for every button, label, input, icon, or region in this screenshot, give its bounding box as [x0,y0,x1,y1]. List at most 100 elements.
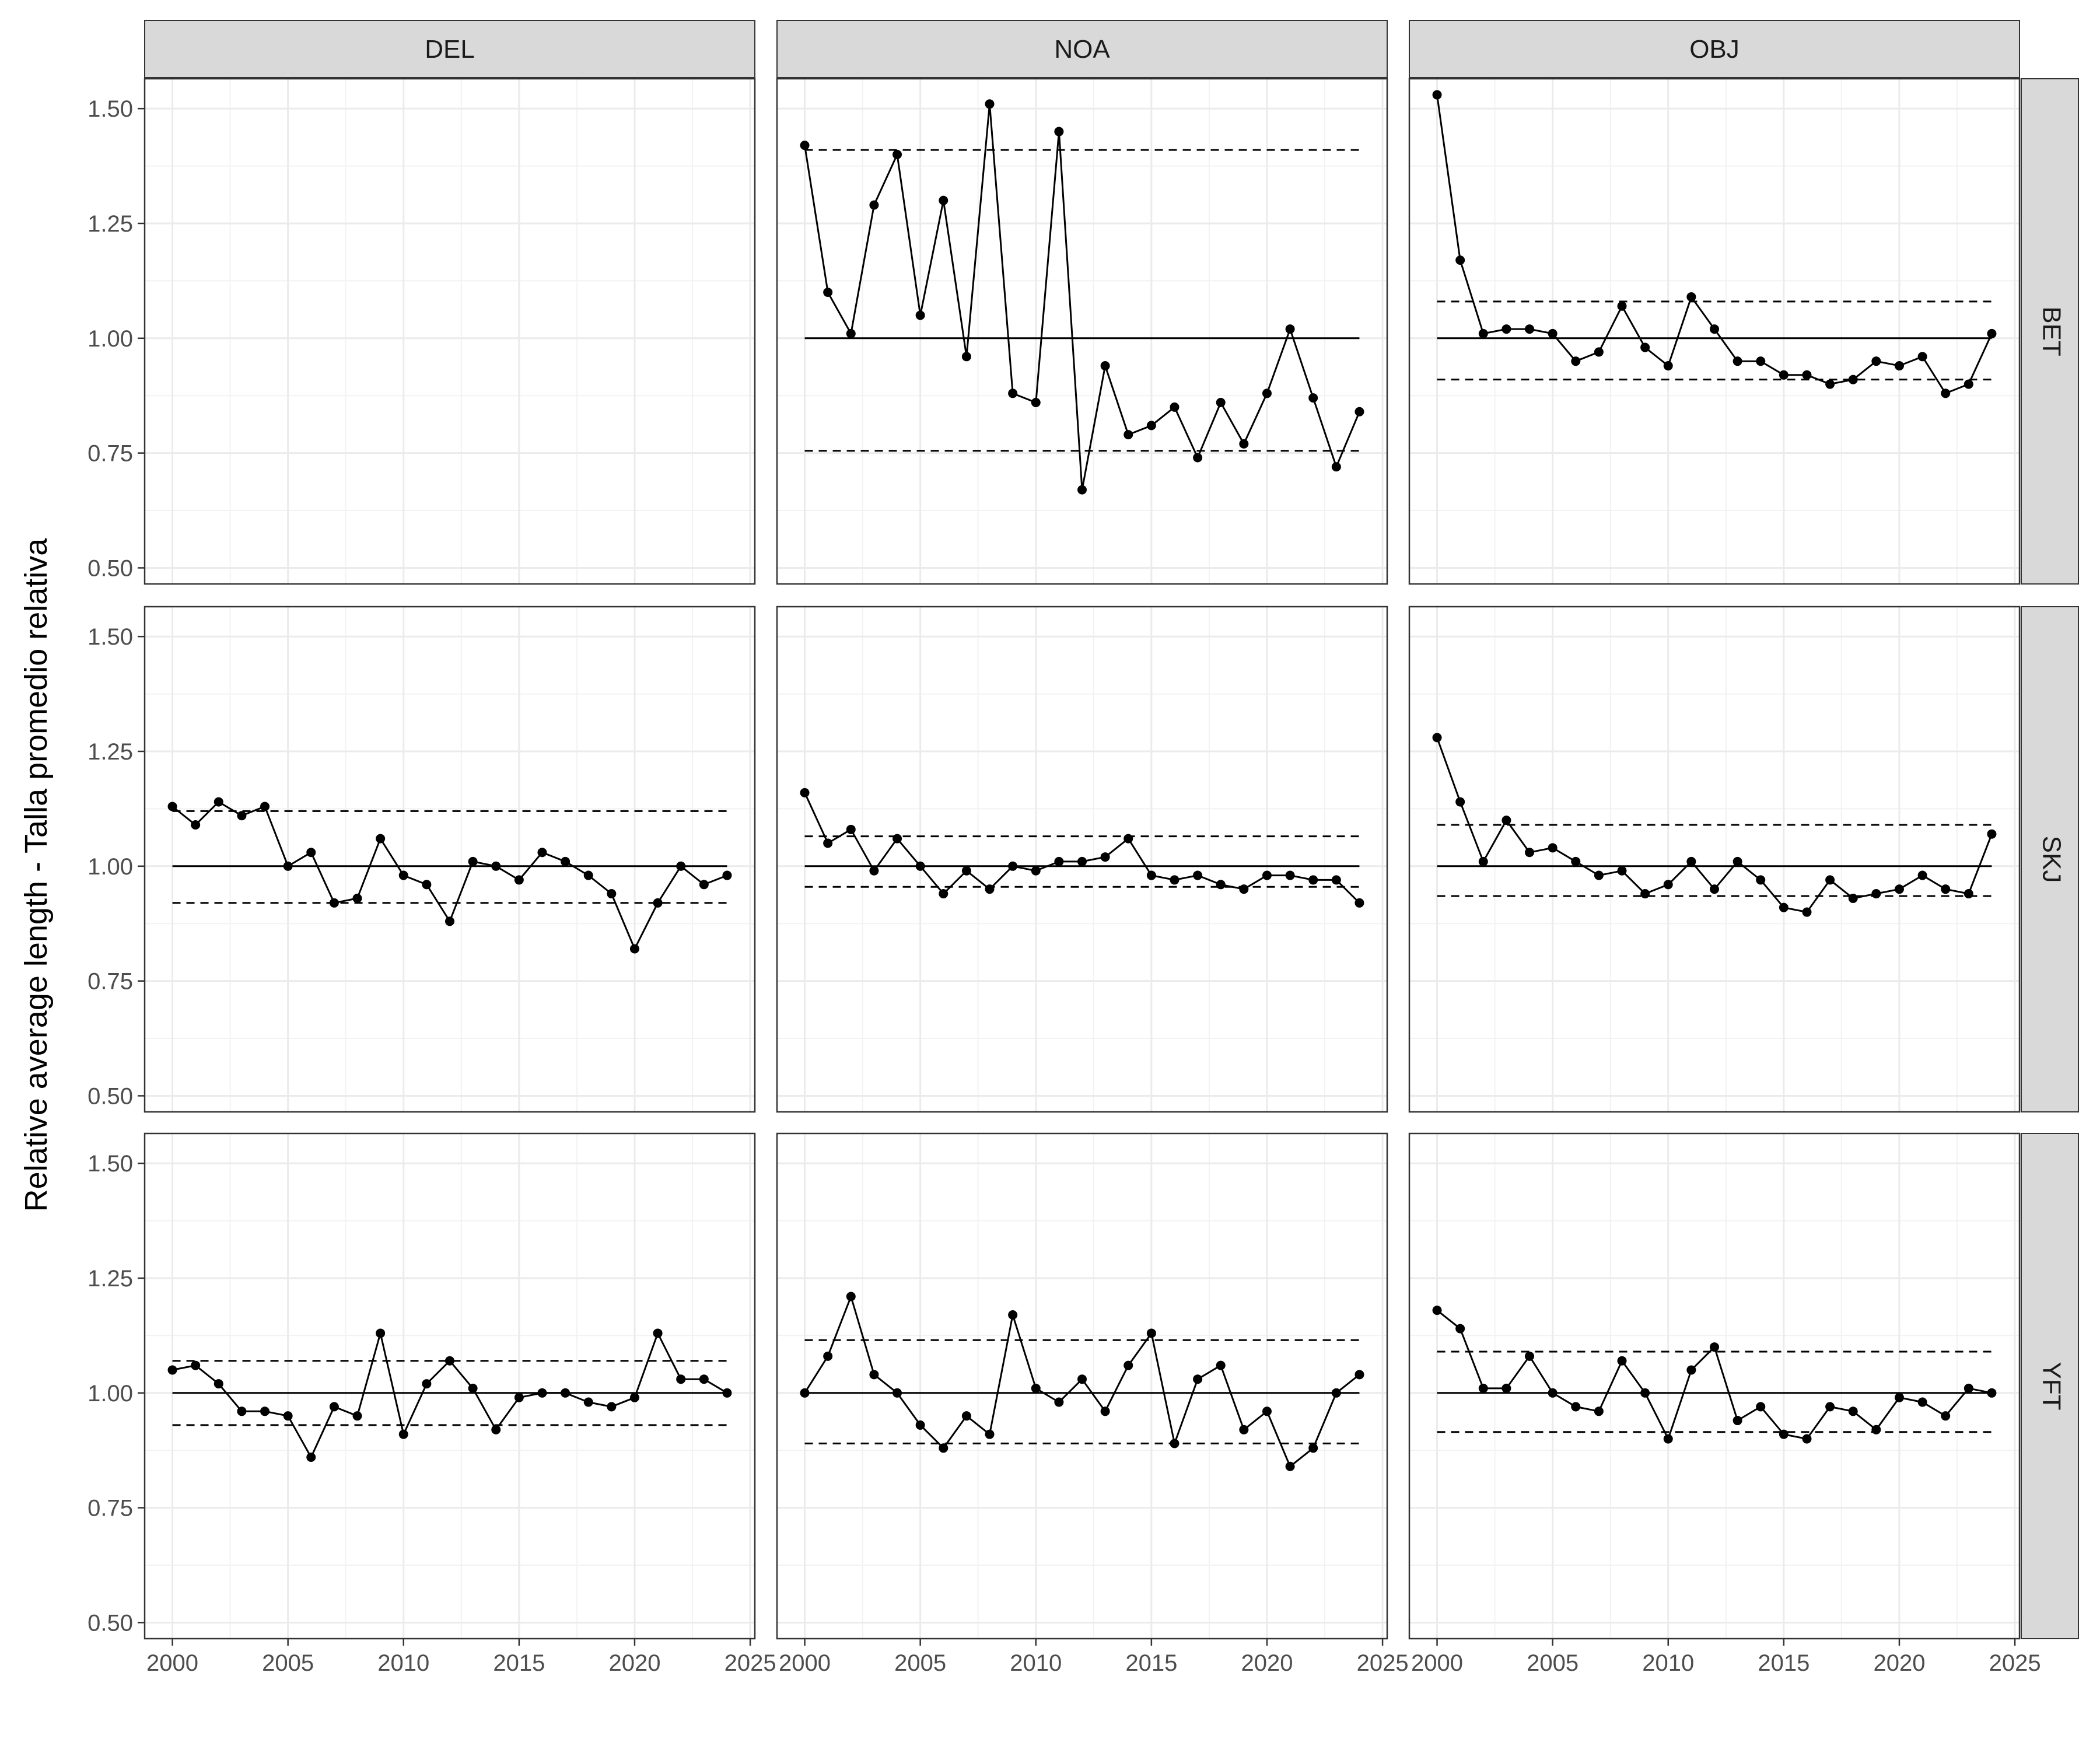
data-point [1710,324,1719,334]
x-tick-label: 2015 [1758,1650,1810,1676]
data-point [1594,870,1604,880]
data-point [514,1392,524,1402]
panel-background [145,607,755,1112]
x-tick-label: 2005 [1527,1650,1578,1676]
data-point [1193,870,1203,880]
data-point [1802,907,1812,917]
data-point [1848,375,1858,384]
data-point [1710,884,1719,894]
data-point [1170,402,1180,412]
x-tick-label: 2020 [1873,1650,1925,1676]
data-point [1686,292,1696,302]
data-point [422,880,432,890]
panel-yft-obj [1408,1132,2021,1640]
data-point [1502,816,1511,825]
data-point [1354,1370,1364,1380]
y-tick-label: 1.00 [88,326,133,352]
data-point [1100,852,1110,862]
data-point [1756,875,1766,885]
x-tick-label: 2025 [1357,1650,1409,1676]
panel-bet-obj [1408,78,2021,585]
data-point [800,141,810,151]
data-point [915,310,925,320]
data-point [1964,889,1973,899]
data-point [191,820,201,830]
data-point [1262,870,1272,880]
data-point [445,916,454,926]
data-point [1193,1374,1203,1384]
data-point [1941,1411,1951,1421]
data-point [1548,1388,1558,1398]
y-tick-label: 0.75 [88,969,133,995]
data-point [1331,1388,1341,1398]
data-point [1871,356,1881,366]
panel-background [777,1133,1387,1639]
data-point [869,200,879,210]
data-point [1548,843,1558,853]
data-point [1502,324,1511,334]
column-strip-label-noa: NOA [1054,35,1110,64]
data-point [1594,347,1604,357]
data-point [1478,1383,1488,1393]
data-point [537,1388,547,1398]
panel-background [1409,607,2020,1112]
data-point [1571,1402,1581,1412]
x-tick-label: 2005 [262,1650,314,1676]
data-point [214,797,223,807]
x-tick-label: 2010 [1010,1650,1062,1676]
data-point [1964,1383,1973,1393]
data-point [1455,1324,1465,1334]
y-tick-label: 0.50 [88,1083,133,1109]
data-point [1987,328,1997,338]
data-point [939,1443,949,1453]
data-point [1848,893,1858,903]
data-point [607,889,617,899]
data-point [352,1411,362,1421]
data-point [260,802,270,811]
y-tick-label: 0.75 [88,1496,133,1521]
data-point [445,1356,454,1366]
data-point [1941,884,1951,894]
data-point [1825,379,1835,389]
data-point [1894,1392,1904,1402]
data-point [1455,255,1465,265]
data-point [1779,902,1788,912]
y-axis-title: Relative average length - Talla promedio… [19,538,54,1212]
data-point [1894,361,1904,371]
data-point [1502,1383,1511,1393]
column-strip-label-del: DEL [425,35,475,64]
data-point [167,1365,177,1375]
data-point [583,870,593,880]
y-tick-label: 1.25 [88,739,133,765]
data-point [306,848,316,858]
data-point [329,1402,339,1412]
data-point [1917,352,1927,362]
data-point [629,1392,639,1402]
data-point [1432,733,1442,743]
data-point [398,1429,408,1439]
data-point [1802,1434,1812,1444]
data-point [1987,1388,1997,1398]
row-strip-label-bet: BET [2037,306,2066,356]
data-point [1825,875,1835,885]
data-point [1170,1439,1180,1448]
data-point [1663,361,1673,371]
data-point [1262,1406,1272,1416]
data-point [1146,870,1156,880]
panel-border [1408,1132,2021,1640]
data-point [1124,834,1133,844]
data-point [939,889,949,899]
panel-skj-del [144,606,756,1113]
x-tick-label: 2020 [1241,1650,1293,1676]
data-point [468,856,478,866]
data-point [1331,462,1341,472]
data-point [1008,1310,1018,1320]
data-point [1308,393,1318,403]
panel-border [144,606,756,1113]
data-point [1455,797,1465,807]
data-point [1941,389,1951,398]
data-point [1594,1406,1604,1416]
data-point [892,834,902,844]
data-point [961,1411,971,1421]
